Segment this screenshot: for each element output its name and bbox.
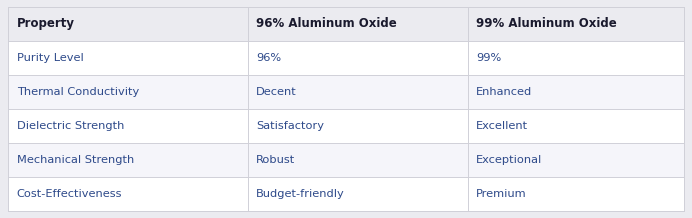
Text: 99% Aluminum Oxide: 99% Aluminum Oxide bbox=[476, 17, 617, 30]
Bar bbox=[8, 177, 248, 211]
Text: Mechanical Strength: Mechanical Strength bbox=[17, 155, 134, 165]
Text: Exceptional: Exceptional bbox=[476, 155, 542, 165]
Bar bbox=[8, 75, 248, 109]
Bar bbox=[248, 143, 468, 177]
Text: Excellent: Excellent bbox=[476, 121, 528, 131]
Text: Property: Property bbox=[17, 17, 75, 30]
Bar bbox=[8, 7, 248, 41]
Text: 96% Aluminum Oxide: 96% Aluminum Oxide bbox=[256, 17, 397, 30]
Text: Robust: Robust bbox=[256, 155, 295, 165]
Text: Purity Level: Purity Level bbox=[17, 53, 83, 63]
Text: Dielectric Strength: Dielectric Strength bbox=[17, 121, 124, 131]
Text: Premium: Premium bbox=[476, 189, 527, 199]
Bar bbox=[468, 41, 684, 75]
Bar bbox=[468, 143, 684, 177]
Bar bbox=[468, 109, 684, 143]
Bar bbox=[248, 177, 468, 211]
Bar bbox=[8, 143, 248, 177]
Bar bbox=[248, 41, 468, 75]
Bar bbox=[248, 75, 468, 109]
Bar bbox=[8, 41, 248, 75]
Text: Enhanced: Enhanced bbox=[476, 87, 532, 97]
Text: Cost-Effectiveness: Cost-Effectiveness bbox=[17, 189, 122, 199]
Text: 96%: 96% bbox=[256, 53, 282, 63]
Text: Satisfactory: Satisfactory bbox=[256, 121, 325, 131]
Bar bbox=[8, 109, 248, 143]
Bar bbox=[468, 177, 684, 211]
Text: Thermal Conductivity: Thermal Conductivity bbox=[17, 87, 139, 97]
Text: Decent: Decent bbox=[256, 87, 297, 97]
Bar bbox=[248, 7, 468, 41]
Text: Budget-friendly: Budget-friendly bbox=[256, 189, 345, 199]
Bar bbox=[468, 7, 684, 41]
Bar bbox=[468, 75, 684, 109]
Text: 99%: 99% bbox=[476, 53, 501, 63]
Bar bbox=[248, 109, 468, 143]
